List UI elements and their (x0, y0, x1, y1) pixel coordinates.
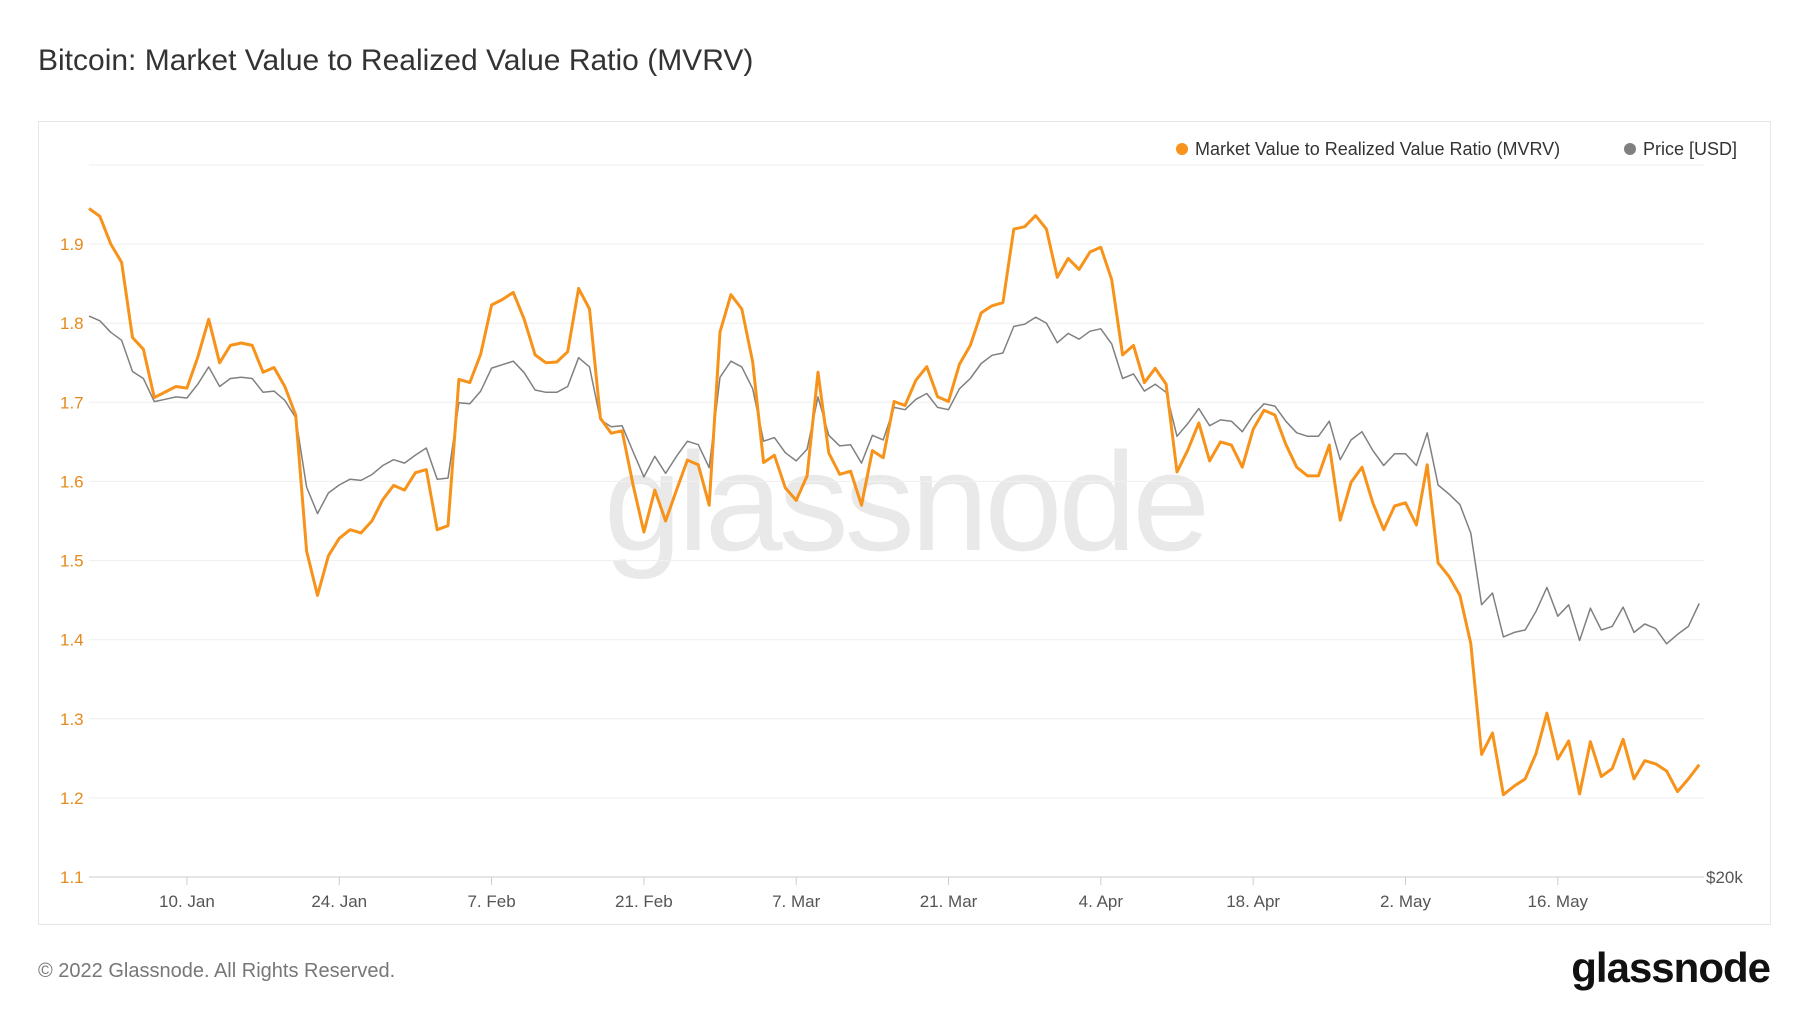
x-tick-label: 21. Feb (615, 892, 673, 911)
glassnode-logo: glassnode (1571, 944, 1771, 991)
x-tick-label: 10. Jan (159, 892, 215, 911)
x-tick-label: 7. Mar (772, 892, 821, 911)
x-tick-label: 7. Feb (467, 892, 515, 911)
y-tick-label: 1.5 (60, 552, 84, 571)
chart-title: Bitcoin: Market Value to Realized Value … (38, 44, 754, 77)
y-tick-label: 1.1 (60, 868, 84, 887)
y-tick-label: 1.2 (60, 789, 84, 808)
y-tick-label: 1.8 (60, 314, 84, 333)
x-tick-label: 21. Mar (920, 892, 978, 911)
watermark: glassnode (604, 423, 1206, 580)
y-tick-label: 1.7 (60, 393, 84, 412)
copyright-footer: © 2022 Glassnode. All Rights Reserved. (38, 960, 396, 982)
y-tick-label: 1.3 (60, 710, 84, 729)
x-tick-label: 16. May (1528, 892, 1589, 911)
y-tick-label: 1.4 (60, 631, 84, 650)
x-tick-label: 2. May (1380, 892, 1432, 911)
x-tick-label: 18. Apr (1226, 892, 1280, 911)
legend-price-label: Price [USD] (1643, 139, 1737, 159)
y-tick-label: 1.9 (60, 235, 84, 254)
mvrv-line (88, 207, 1701, 797)
y-right-tick-label: $20k (1706, 868, 1743, 887)
legend-mvrv-label: Market Value to Realized Value Ratio (MV… (1195, 139, 1560, 159)
chart-frame (38, 121, 1771, 925)
x-tick-label: 24. Jan (311, 892, 367, 911)
y-tick-label: 1.6 (60, 472, 84, 491)
x-tick-label: 4. Apr (1079, 892, 1124, 911)
legend-mvrv-dot (1176, 143, 1188, 155)
legend-price-dot (1624, 143, 1636, 155)
